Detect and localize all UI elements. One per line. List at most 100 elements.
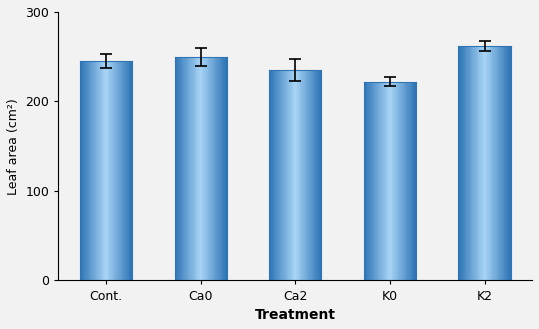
Bar [276,70,277,280]
Bar [382,82,383,280]
Bar [100,61,101,280]
Bar [218,57,219,280]
Bar [394,82,395,280]
Bar [391,82,392,280]
Bar [179,57,180,280]
Bar [368,82,369,280]
Bar [96,61,97,280]
Bar [404,82,405,280]
Bar [210,57,211,280]
Bar [508,46,509,280]
Bar [395,82,396,280]
Bar [503,46,505,280]
Bar [206,57,208,280]
Bar [106,61,107,280]
Bar [314,70,315,280]
Bar [118,61,119,280]
Bar [102,61,103,280]
Bar [469,46,470,280]
Bar [183,57,184,280]
Bar [212,57,213,280]
Bar [88,61,89,280]
Bar [275,70,276,280]
Bar [506,46,507,280]
Bar [114,61,115,280]
Bar [303,70,304,280]
Bar [392,82,393,280]
Bar [313,70,314,280]
Bar [505,46,506,280]
Bar [281,70,282,280]
Bar [486,46,487,280]
Bar [369,82,370,280]
Bar [381,82,382,280]
Bar [89,61,91,280]
Bar [294,70,295,280]
Bar [320,70,321,280]
Bar [95,61,96,280]
Bar [376,82,377,280]
Bar [194,57,195,280]
Bar [98,61,99,280]
Bar [85,61,86,280]
Bar [493,46,494,280]
Bar [383,82,384,280]
Bar [189,57,190,280]
Bar [300,70,301,280]
Bar [122,61,123,280]
Bar [198,57,199,280]
Bar [386,82,387,280]
Bar [124,61,125,280]
Bar [308,70,309,280]
Bar [94,61,95,280]
Bar [191,57,192,280]
Bar [125,61,126,280]
X-axis label: Treatment: Treatment [255,308,336,322]
Bar [213,57,215,280]
Bar [398,82,399,280]
Bar [80,61,81,280]
Bar [186,57,188,280]
Bar [481,46,482,280]
Bar [400,82,401,280]
Bar [97,61,98,280]
Bar [291,70,292,280]
Bar [460,46,461,280]
Bar [193,57,194,280]
Bar [199,57,200,280]
Bar [412,82,413,280]
Bar [377,82,378,280]
Bar [485,46,486,280]
Bar [288,70,289,280]
Bar [495,46,496,280]
Bar [408,82,409,280]
Bar [175,57,176,280]
Bar [399,82,400,280]
Bar [307,70,308,280]
Bar [372,82,374,280]
Bar [465,46,466,280]
Bar [403,82,404,280]
Bar [178,57,179,280]
Bar [478,46,479,280]
Bar [463,46,464,280]
Bar [492,46,493,280]
Bar [497,46,499,280]
Bar [500,46,501,280]
Bar [379,82,381,280]
Bar [295,70,296,280]
Bar [219,57,220,280]
Bar [301,70,302,280]
Bar [387,82,388,280]
Bar [286,70,287,280]
Bar [224,57,225,280]
Bar [502,46,503,280]
Bar [217,57,218,280]
Bar [278,70,279,280]
Bar [81,61,82,280]
Bar [319,70,320,280]
Bar [396,82,397,280]
Bar [121,61,122,280]
Bar [195,57,196,280]
Bar [480,46,481,280]
